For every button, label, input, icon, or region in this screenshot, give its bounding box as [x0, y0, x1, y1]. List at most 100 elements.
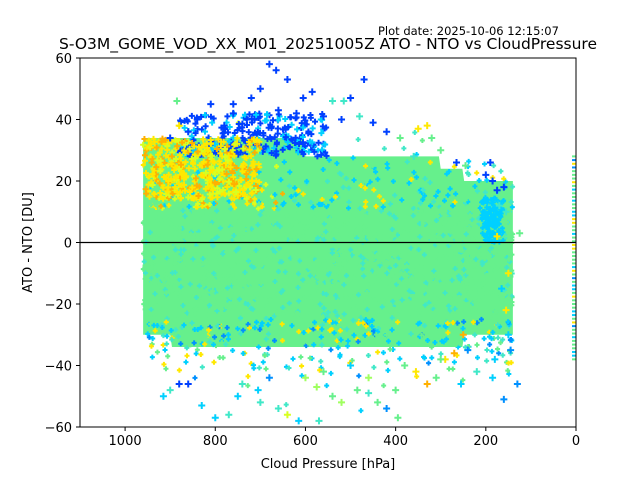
scatter-point: [435, 323, 441, 329]
scatter-point: [186, 294, 192, 300]
scatter-point: [365, 374, 373, 382]
scatter-point: [180, 208, 186, 214]
scatter-point: [432, 374, 440, 382]
scatter-point: [159, 269, 165, 275]
scatter-point: [420, 187, 426, 193]
scatter-point: [172, 196, 178, 202]
scatter-point: [272, 313, 278, 319]
scatter-point: [484, 204, 490, 210]
scatter-point: [398, 303, 404, 309]
scatter-point: [181, 147, 188, 154]
scatter-point: [392, 192, 398, 198]
scatter-point: [463, 272, 469, 278]
scatter-point: [422, 272, 428, 278]
scatter-point: [495, 346, 501, 352]
scatter-point: [279, 338, 285, 344]
scatter-point: [347, 267, 353, 273]
scatter-point: [363, 163, 369, 169]
scatter-point: [338, 270, 344, 276]
scatter-point: [300, 114, 307, 121]
scatter-point: [194, 148, 201, 155]
scatter-point: [236, 296, 242, 302]
scatter-point: [412, 226, 418, 232]
scatter-point: [256, 398, 264, 406]
scatter-point: [235, 326, 241, 332]
scatter-point: [228, 310, 234, 316]
scatter-point: [228, 195, 235, 202]
scatter-point: [156, 180, 163, 187]
scatter-point: [365, 298, 371, 304]
scatter-point: [400, 233, 406, 239]
scatter-point: [346, 199, 352, 205]
scatter-point: [420, 196, 426, 202]
scatter-point: [399, 203, 405, 209]
scatter-point: [188, 231, 194, 237]
scatter-point: [504, 232, 512, 240]
scatter-point: [383, 261, 389, 267]
scatter-point: [399, 297, 405, 303]
scatter-point: [397, 289, 403, 295]
scatter-point: [206, 327, 212, 333]
scatter-point: [395, 319, 401, 325]
scatter-point: [225, 269, 231, 275]
scatter-point: [239, 134, 246, 141]
scatter-point: [406, 215, 412, 221]
scatter-point: [434, 300, 440, 306]
scatter-point: [157, 215, 163, 221]
scatter-point: [240, 274, 246, 280]
scatter-point: [141, 157, 148, 164]
scatter-point: [173, 226, 179, 232]
scatter-point: [488, 234, 494, 240]
scatter-point: [366, 319, 372, 325]
scatter-point: [175, 122, 183, 130]
scatter-point: [394, 414, 402, 422]
scatter-point: [248, 119, 255, 126]
scatter-point: [373, 332, 379, 338]
scatter-point: [314, 153, 321, 160]
scatter-point: [300, 277, 306, 283]
scatter-point: [450, 349, 458, 357]
scatter-point: [361, 256, 367, 262]
scatter-point: [292, 211, 298, 217]
scatter-point: [246, 331, 252, 337]
scatter-point: [334, 190, 340, 196]
scatter-point: [280, 191, 286, 197]
scatter-point: [198, 299, 204, 305]
scatter-point: [457, 286, 463, 292]
scatter-point: [227, 164, 234, 171]
scatter-point: [207, 140, 214, 147]
scatter-point: [509, 204, 515, 210]
scatter-point: [464, 264, 470, 270]
scatter-point: [380, 350, 386, 356]
scatter-point: [246, 111, 253, 118]
scatter-point: [236, 252, 242, 258]
scatter-point: [193, 351, 199, 357]
scatter-point: [387, 346, 393, 352]
scatter-point: [258, 280, 264, 286]
scatter-point: [193, 246, 199, 252]
scatter-point: [445, 320, 451, 326]
scatter-point: [180, 303, 186, 309]
scatter-point: [206, 176, 213, 183]
scatter-point: [182, 213, 188, 219]
scatter-point: [329, 319, 335, 325]
scatter-point: [251, 316, 257, 322]
scatter-point: [178, 251, 184, 257]
scatter-point: [377, 259, 383, 265]
scatter-point: [177, 313, 183, 319]
scatter-point: [245, 321, 251, 327]
scatter-point: [256, 260, 262, 266]
scatter-point: [329, 243, 335, 249]
scatter-point: [263, 297, 269, 303]
scatter-point: [504, 298, 510, 304]
scatter-point: [185, 194, 192, 201]
scatter-point: [299, 134, 306, 141]
scatter-point: [219, 166, 226, 173]
scatter-point: [189, 320, 195, 326]
scatter-point: [414, 125, 422, 133]
scatter-point: [191, 209, 197, 215]
scatter-point: [348, 247, 354, 253]
scatter-point: [169, 337, 175, 343]
scatter-point: [502, 179, 508, 185]
scatter-point: [340, 184, 346, 190]
